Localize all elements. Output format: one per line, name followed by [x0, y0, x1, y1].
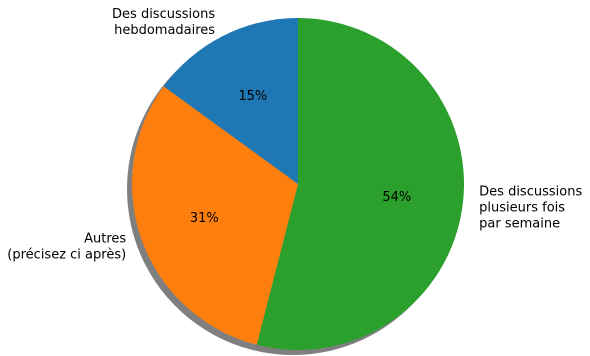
- pie-slice-des-discussions-plusieurs-fois-par-semaine: [256, 18, 464, 350]
- slice-label-line: Des discussions: [112, 7, 215, 22]
- slice-label-line: hebdomadaires: [114, 23, 215, 38]
- pie-slices: [131, 18, 464, 350]
- slice-label-des-discussions-hebdomadaires: Des discussions hebdomadaires: [112, 7, 215, 38]
- slice-percent-label-des-discussions-hebdomadaires: 15%: [238, 89, 267, 104]
- slice-percent-label-autres-precisez-ci-apres: 31%: [190, 211, 219, 226]
- slice-label-line: Autres: [84, 231, 126, 246]
- pie-slice-des-discussions-hebdomadaires: [163, 18, 298, 184]
- pie-labels: Des discussions plusieurs fois par semaine…: [7, 7, 582, 263]
- pie-slice-autres-precisez-ci-apres: [131, 86, 298, 345]
- slice-label-line: par semaine: [479, 216, 560, 231]
- slice-label-line: plusieurs fois: [479, 200, 565, 215]
- slice-label-des-discussions-plusieurs-fois-par-semaine: Des discussions plusieurs fois par semaine: [479, 184, 582, 231]
- slice-label-line: (précisez ci après): [7, 247, 126, 262]
- slice-percent-label-des-discussions-plusieurs-fois-par-semaine: 54%: [382, 190, 411, 205]
- slice-label-autres-precisez-ci-apres: Autres (précisez ci après): [7, 231, 126, 262]
- slice-label-line: Des discussions: [479, 184, 582, 199]
